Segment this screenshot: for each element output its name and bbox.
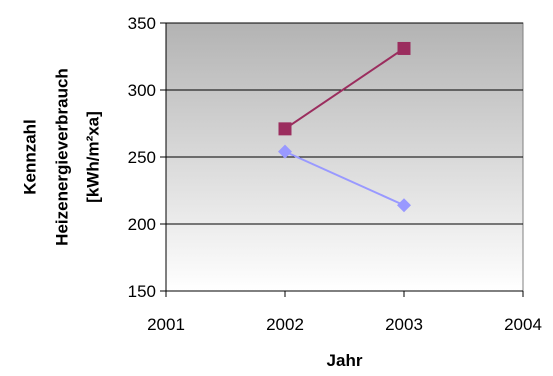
y-tick-label: 350 — [128, 14, 156, 33]
y-axis-title-line: Kennzahl — [20, 119, 39, 195]
series-line — [284, 150, 405, 207]
y-axis-title-line: [kWh/m²xa] — [83, 111, 102, 203]
x-tick-labels: 2001 2002 2003 2004 — [147, 315, 542, 334]
x-tick-label: 2001 — [147, 315, 185, 334]
series-line — [284, 47, 405, 130]
x-axis-title: Jahr — [327, 351, 363, 370]
x-tick-label: 2004 — [504, 315, 542, 334]
x-tick-label: 2002 — [266, 315, 304, 334]
series-layer — [278, 41, 411, 213]
series-1 — [278, 41, 411, 136]
y-tick-label: 200 — [128, 215, 156, 234]
y-axis-title: Kennzahl Heizenergieverbrauch [kWh/m²xa] — [20, 68, 102, 246]
y-axis-title-line: Heizenergieverbrauch — [52, 68, 71, 246]
x-tick-label: 2003 — [385, 315, 423, 334]
y-tick-labels: 150 200 250 300 350 — [128, 14, 156, 301]
axes — [160, 22, 524, 297]
gridlines — [166, 22, 523, 225]
series-2 — [278, 144, 411, 213]
y-tick-label: 300 — [128, 81, 156, 100]
y-tick-label: 150 — [128, 282, 156, 301]
data-point-square — [397, 41, 411, 55]
data-point-diamond — [397, 198, 411, 213]
y-tick-label: 250 — [128, 148, 156, 167]
data-point-square — [278, 122, 292, 136]
data-point-diamond — [278, 144, 292, 159]
